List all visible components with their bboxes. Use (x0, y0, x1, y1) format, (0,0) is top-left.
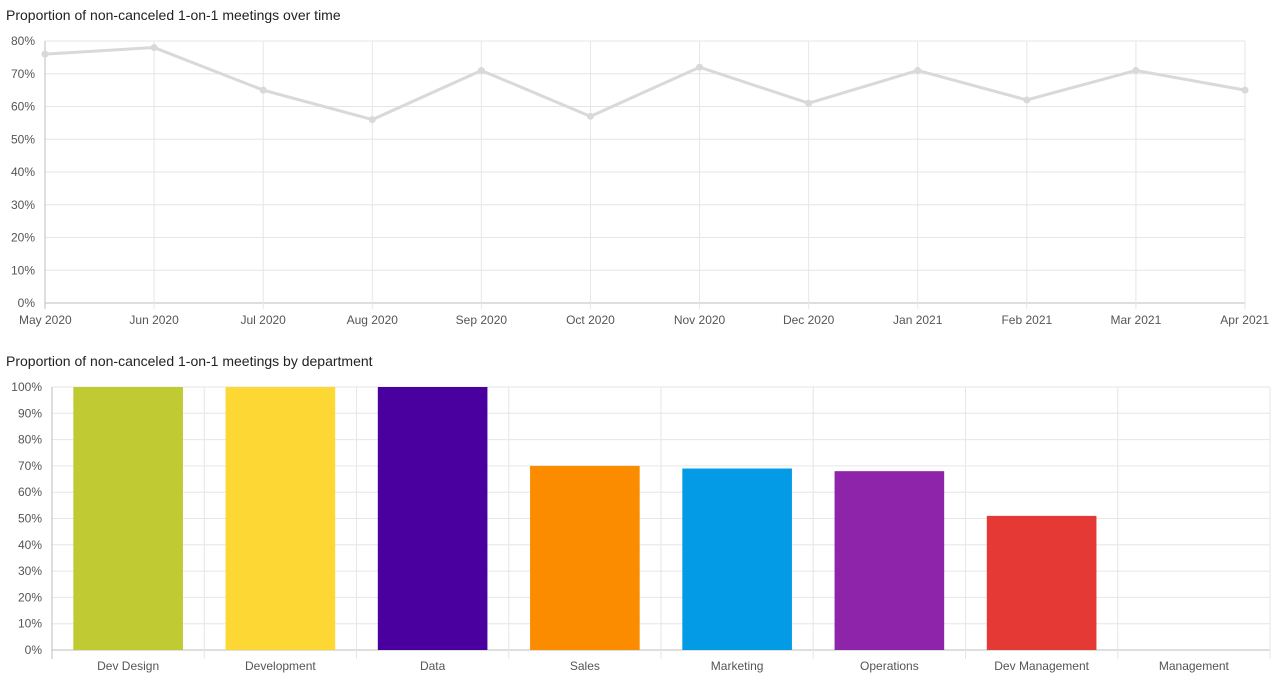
y-tick-label: 100% (11, 380, 42, 394)
x-tick-label: Mar 2021 (1111, 313, 1162, 327)
x-tick-label: Marketing (711, 659, 764, 673)
y-tick-label: 70% (11, 67, 35, 81)
y-tick-label: 60% (11, 100, 35, 114)
y-tick-label: 10% (11, 263, 35, 277)
x-tick-label: Sales (570, 659, 600, 673)
bar (682, 468, 792, 650)
y-tick-label: 80% (11, 34, 35, 48)
x-tick-label: Dev Design (97, 659, 159, 673)
data-point (259, 86, 267, 94)
data-point (477, 66, 485, 74)
x-tick-label: Jul 2020 (240, 313, 286, 327)
data-point (805, 99, 813, 107)
line-chart: 0% 10% 20% 30% 40% 50% 60% 70% 80% May 2020 Jun 20… (11, 34, 1269, 327)
y-tick-label: 60% (18, 485, 42, 499)
data-point (1023, 96, 1031, 104)
bar (530, 465, 640, 650)
y-tick-label: 20% (11, 231, 35, 245)
bar (225, 387, 336, 650)
y-tick-label: 20% (18, 590, 42, 604)
x-tick-label: May 2020 (19, 313, 72, 327)
data-point (1241, 86, 1249, 94)
x-tick-label: Data (420, 659, 446, 673)
y-tick-label: 80% (18, 433, 42, 447)
y-tick-label: 30% (18, 564, 42, 578)
y-tick-label: 40% (18, 538, 42, 552)
x-tick-label: Dec 2020 (783, 313, 835, 327)
x-tick-label: Apr 2021 (1220, 313, 1269, 327)
x-tick-label: Jan 2021 (893, 313, 943, 327)
data-point (914, 66, 922, 74)
data-point (368, 116, 376, 124)
x-tick-label: Management (1159, 659, 1230, 673)
series-line (44, 46, 1246, 122)
y-tick-label: 0% (18, 296, 36, 310)
y-tick-label: 10% (18, 617, 42, 631)
data-point (1132, 66, 1140, 74)
bar-chart-title: Proportion of non-canceled 1-on-1 meetin… (6, 353, 373, 369)
x-tick-label: Dev Management (994, 659, 1089, 673)
x-tick-label: Oct 2020 (566, 313, 615, 327)
x-tick-label: Aug 2020 (347, 313, 399, 327)
x-tick-label: Jun 2020 (129, 313, 179, 327)
data-point (41, 50, 49, 58)
line-chart-title: Proportion of non-canceled 1-on-1 meetin… (6, 7, 341, 23)
x-tick-label: Feb 2021 (1001, 313, 1052, 327)
y-tick-label: 90% (18, 406, 42, 420)
x-tick-label: Sep 2020 (456, 313, 508, 327)
bar (986, 515, 1097, 650)
y-tick-label: 40% (11, 165, 35, 179)
y-tick-label: 50% (18, 512, 42, 526)
y-tick-label: 70% (18, 459, 42, 473)
y-tick-label: 50% (11, 132, 35, 146)
data-point (696, 63, 704, 71)
x-tick-label: Operations (860, 659, 919, 673)
bar (377, 387, 488, 650)
y-tick-label: 30% (11, 198, 35, 212)
data-point (586, 112, 594, 120)
data-point (150, 44, 158, 52)
bar (73, 387, 183, 650)
x-tick-label: Nov 2020 (674, 313, 726, 327)
y-tick-label: 0% (25, 643, 43, 657)
x-tick-label: Development (245, 659, 316, 673)
bar (834, 471, 945, 650)
